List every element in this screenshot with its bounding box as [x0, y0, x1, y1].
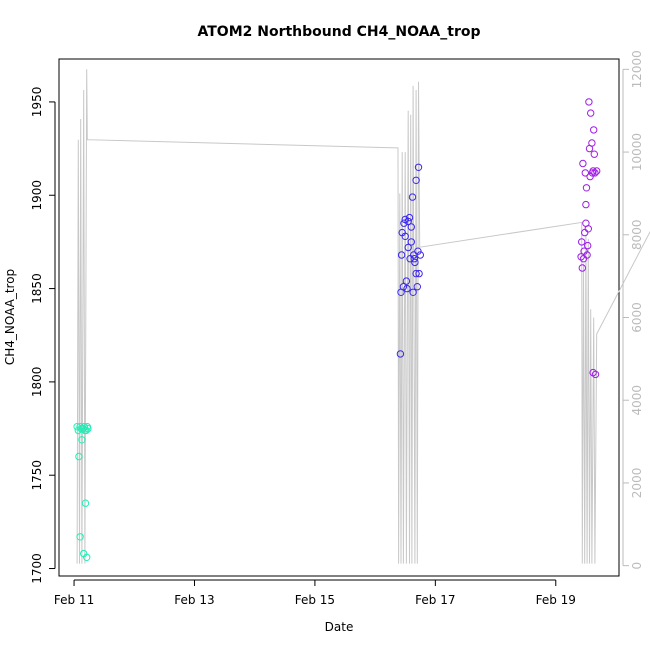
x-tick-label: Feb 13	[174, 593, 214, 607]
data-point	[401, 232, 409, 241]
y-tick-label: 1950	[30, 87, 44, 118]
y2-tick-label: 6000	[630, 302, 644, 333]
y2-tick-label: 12000	[630, 50, 644, 88]
ch4-points-layer	[73, 98, 601, 561]
data-point	[397, 251, 406, 259]
data-point	[410, 255, 418, 263]
data-point	[588, 139, 596, 147]
y2-tick-label: 4000	[630, 385, 644, 416]
data-point	[82, 426, 90, 435]
data-point	[416, 251, 424, 259]
y-tick-label: 1700	[30, 553, 44, 584]
data-point	[408, 193, 417, 201]
data-point	[400, 219, 408, 227]
data-point	[78, 436, 86, 444]
data-point	[404, 217, 412, 226]
y2-tick-label: 0	[630, 562, 644, 570]
data-point	[414, 163, 423, 172]
data-point	[582, 200, 590, 209]
y-tick-label: 1850	[30, 273, 44, 304]
altitude-line	[76, 69, 650, 564]
data-point	[412, 176, 420, 185]
x-tick-label: Feb 15	[295, 593, 335, 607]
data-point	[579, 159, 587, 168]
data-point	[405, 213, 414, 222]
data-point	[583, 251, 591, 259]
data-point	[589, 167, 597, 175]
data-point	[407, 223, 415, 231]
data-point	[75, 452, 83, 461]
data-point	[76, 533, 84, 541]
x-tick-label: Feb 11	[54, 593, 94, 607]
data-point	[589, 368, 597, 377]
data-point	[590, 150, 598, 158]
y2-tick-label: 8000	[630, 220, 644, 251]
data-point	[399, 283, 408, 291]
y2-tick-label: 2000	[630, 468, 644, 499]
data-point	[591, 370, 600, 379]
data-point	[587, 109, 595, 117]
plot-frame	[58, 58, 620, 577]
data-point	[593, 167, 601, 175]
data-point	[402, 277, 411, 285]
altitude-layer	[76, 69, 650, 564]
chart-title: ATOM2 Northbound CH4_NOAA_trop	[198, 24, 481, 40]
y-axis-label: CH4_NOAA_trop	[3, 269, 17, 365]
data-point	[578, 264, 586, 272]
x-tick-label: Feb 19	[536, 593, 576, 607]
data-point	[578, 238, 586, 246]
data-point	[403, 284, 411, 293]
y-tick-label: 1800	[30, 367, 44, 398]
data-point	[83, 553, 91, 561]
data-point	[591, 169, 599, 177]
data-point	[584, 241, 592, 250]
y2-tick-label: 10000	[630, 133, 644, 171]
data-point	[415, 269, 423, 278]
data-point	[413, 283, 421, 291]
x-tick-label: Feb 17	[415, 593, 455, 607]
data-point	[581, 228, 589, 237]
y-tick-label: 1750	[30, 460, 44, 491]
axes-layer: Feb 11 Feb 13 Feb 15 Feb 17 Feb 19 1700 1750 18…	[30, 50, 644, 607]
data-point	[584, 225, 592, 233]
data-point	[412, 269, 420, 278]
data-point	[582, 184, 591, 192]
data-point	[586, 172, 594, 181]
data-point	[396, 350, 405, 358]
y-tick-label: 1900	[30, 180, 44, 211]
data-point	[581, 169, 589, 177]
data-point	[409, 288, 417, 296]
data-point	[414, 247, 422, 255]
data-point	[407, 238, 415, 246]
data-point	[84, 424, 92, 433]
data-point	[404, 243, 412, 252]
x-axis-label: Date	[325, 620, 354, 634]
data-point	[585, 98, 593, 106]
data-point	[80, 423, 89, 431]
data-point	[411, 258, 419, 267]
data-point	[81, 499, 90, 507]
data-point	[590, 126, 598, 134]
